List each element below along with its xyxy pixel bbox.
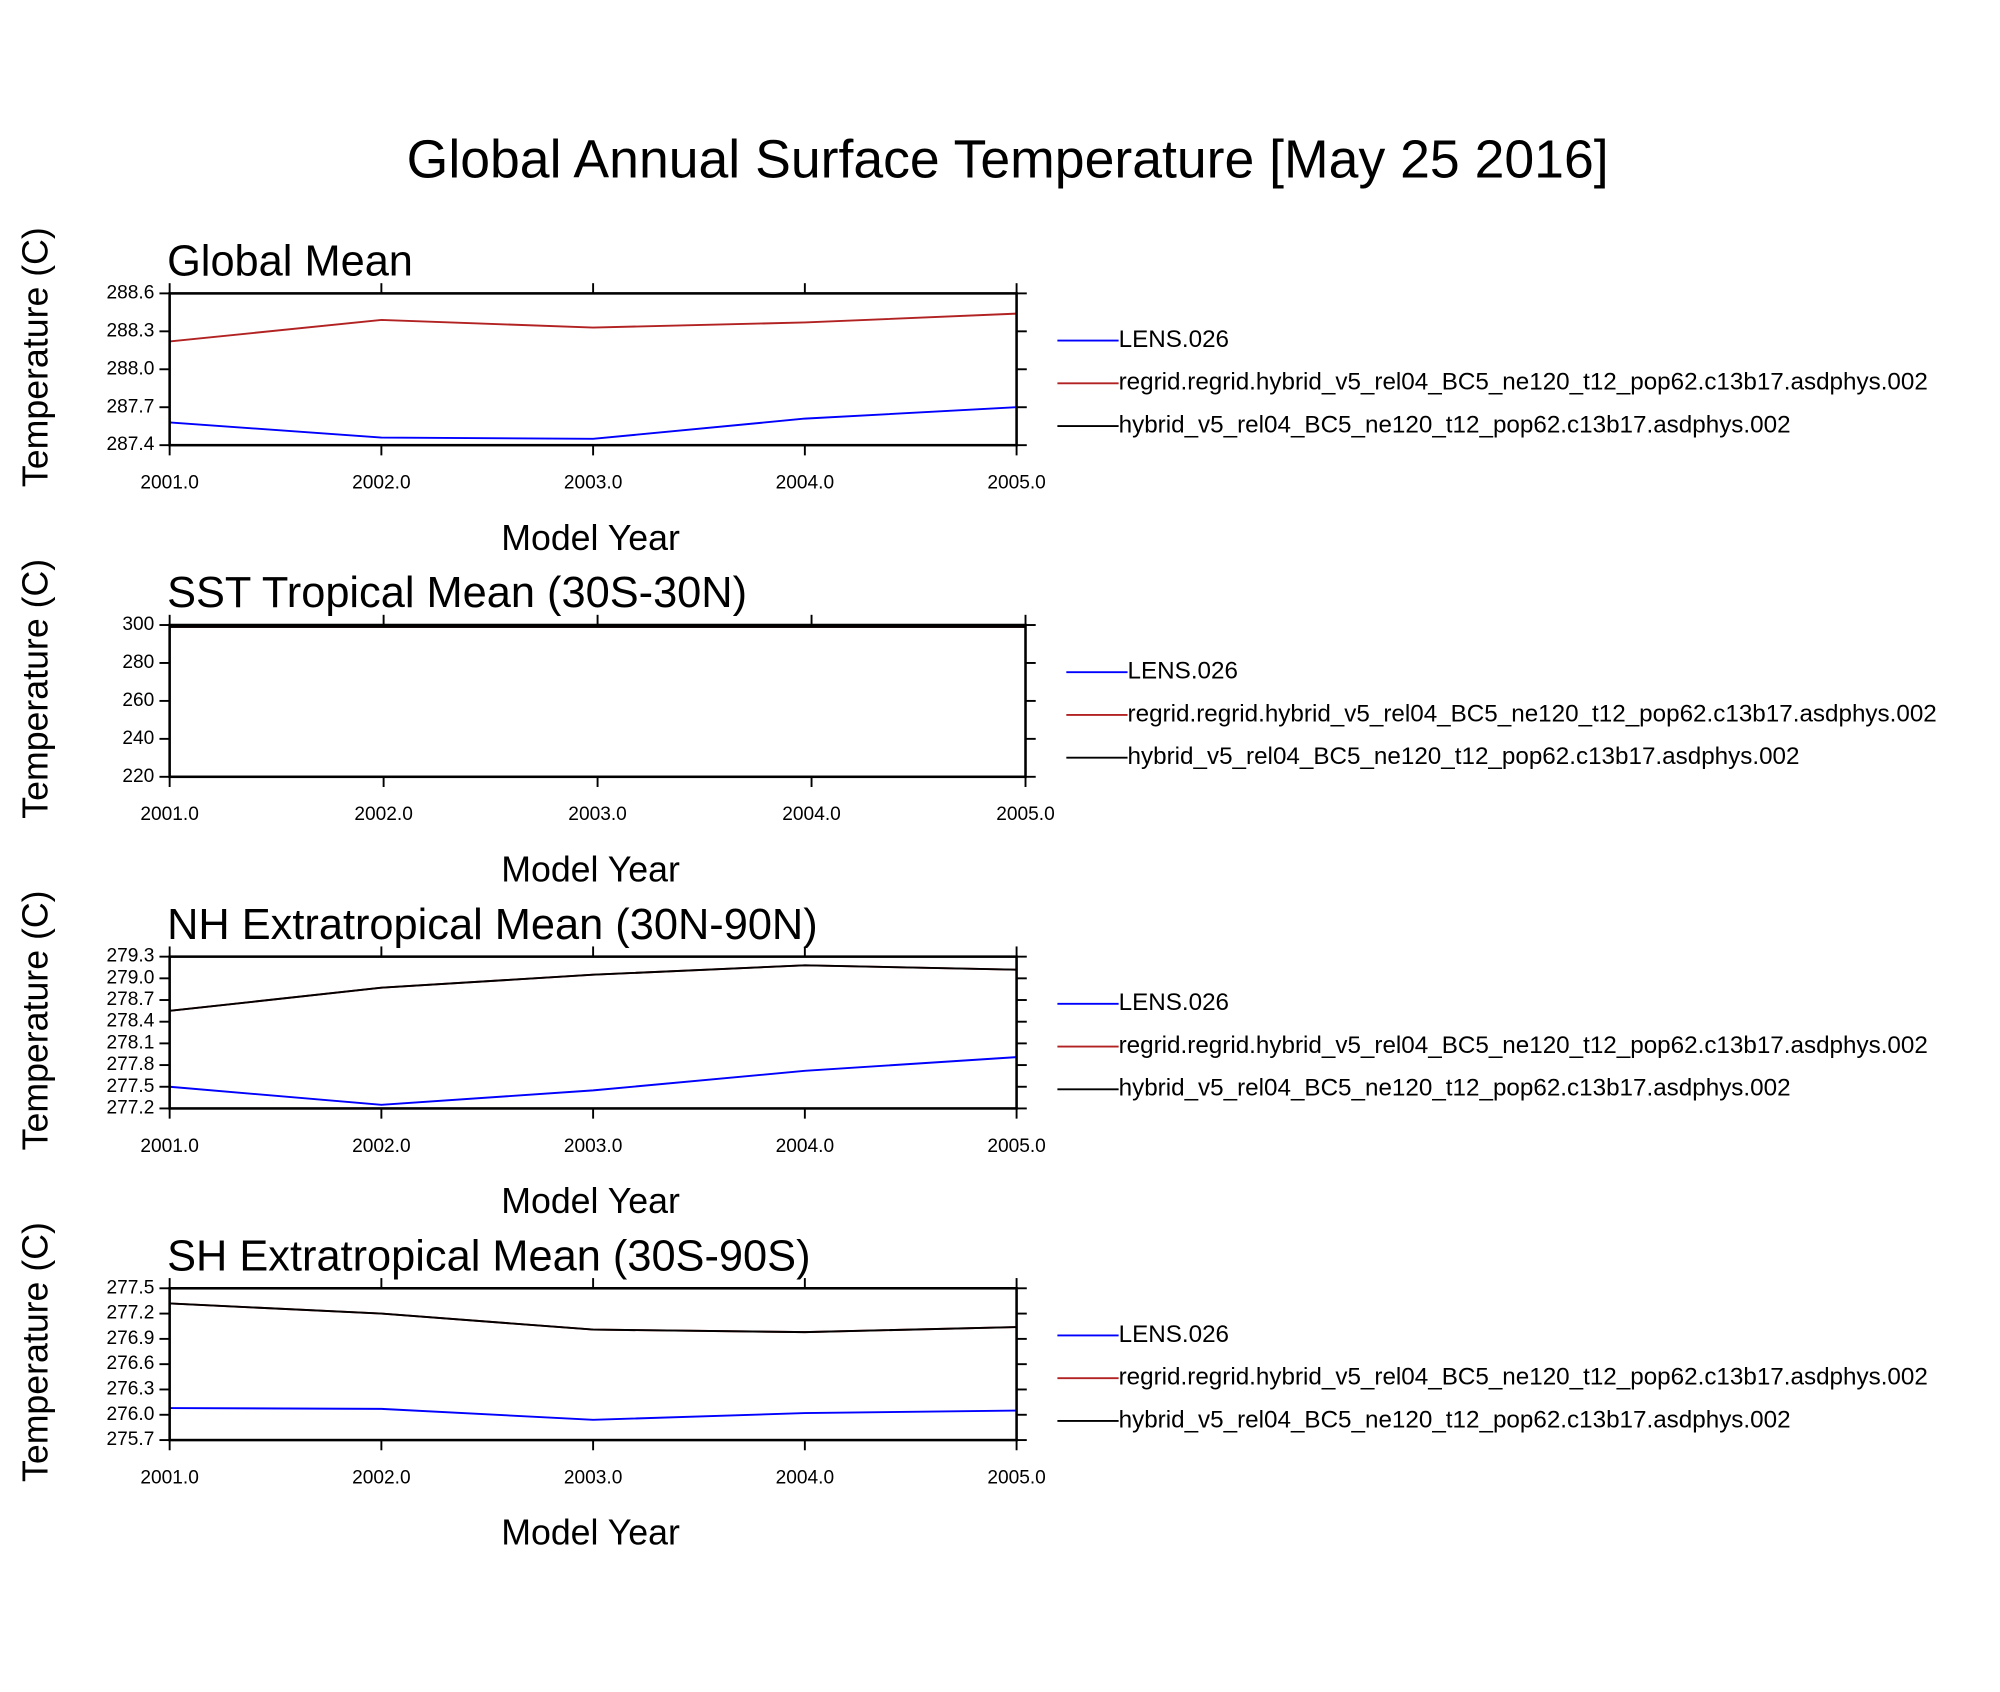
series-line [169,1302,1017,1334]
y-axis-label: Temperature (C) [16,1222,56,1482]
x-tick-label: 2001.0 [140,1467,199,1488]
x-tick-label: 2005.0 [987,1136,1046,1157]
x-tick-label: 2001.0 [140,1136,199,1157]
y-tick-label: 279.3 [106,946,154,967]
y-tick-label: 277.2 [106,1097,154,1118]
x-tick-label: 2003.0 [568,804,627,825]
x-axis-label: Model Year [501,1181,680,1221]
y-tick-label: 260 [122,690,154,711]
panel: NH Extratropical Mean (30N-90N) Temperatu… [16,890,1928,1221]
series-line [169,1302,1017,1334]
y-tick-label: 276.6 [106,1353,154,1374]
legend-label: hybrid_v5_rel04_BC5_ne120_t12_pop62.c13b… [1128,743,1800,770]
plot-frame [168,1287,1018,1442]
y-axis-label: Temperature (C) [16,559,56,819]
y-tick-label: 276.9 [106,1328,154,1349]
y-axis-label: Temperature (C) [16,227,56,487]
series-line [169,1056,1017,1106]
legend-label: regrid.regrid.hybrid_v5_rel04_BC5_ne120_… [1119,1364,1928,1391]
y-tick-label: 277.8 [106,1054,154,1075]
x-tick-label: 2005.0 [987,473,1046,494]
x-tick-label: 2004.0 [776,1136,835,1157]
legend-label: hybrid_v5_rel04_BC5_ne120_t12_pop62.c13b… [1119,411,1791,438]
panel-title: NH Extratropical Mean (30N-90N) [167,901,818,949]
y-tick-label: 276.0 [106,1404,154,1425]
y-tick-label: 287.4 [106,434,154,455]
y-tick-label: 300 [122,614,154,635]
y-tick-label: 278.1 [106,1032,154,1053]
y-tick-label: 276.3 [106,1379,154,1400]
panel-title: Global Mean [167,238,413,286]
series-line [169,406,1017,440]
y-tick-label: 220 [122,766,154,787]
y-tick-label: 278.4 [106,1011,154,1032]
legend-label: hybrid_v5_rel04_BC5_ne120_t12_pop62.c13b… [1119,1075,1791,1102]
x-tick-label: 2005.0 [996,804,1055,825]
y-axis-label: Temperature (C) [16,890,56,1150]
y-tick-label: 287.7 [106,396,154,417]
figure-title: Global Annual Surface Temperature [May 2… [407,130,1609,189]
x-tick-label: 2002.0 [352,1136,411,1157]
y-tick-label: 277.5 [106,1076,154,1097]
legend-label: regrid.regrid.hybrid_v5_rel04_BC5_ne120_… [1119,369,1928,396]
x-tick-label: 2003.0 [564,1467,623,1488]
x-tick-label: 2002.0 [354,804,413,825]
x-tick-label: 2004.0 [776,1467,835,1488]
y-tick-label: 278.7 [106,989,154,1010]
x-tick-label: 2001.0 [140,804,199,825]
series-line [169,964,1017,1012]
x-tick-label: 2004.0 [776,473,835,494]
series-line [169,1407,1017,1421]
legend-label: LENS.026 [1119,326,1229,353]
panel: SST Tropical Mean (30S-30N) Temperature (… [16,559,1937,890]
y-tick-label: 288.3 [106,320,154,341]
x-tick-label: 2004.0 [782,804,841,825]
panel-title: SST Tropical Mean (30S-30N) [167,569,747,617]
x-tick-label: 2003.0 [564,1136,623,1157]
panel-title: SH Extratropical Mean (30S-90S) [167,1232,810,1280]
legend-label: regrid.regrid.hybrid_v5_rel04_BC5_ne120_… [1128,700,1937,727]
x-tick-label: 2002.0 [352,1467,411,1488]
legend-label: LENS.026 [1128,658,1238,685]
x-axis-label: Model Year [501,518,680,558]
series-line [169,312,1017,343]
y-tick-label: 275.7 [106,1429,154,1450]
y-tick-label: 280 [122,652,154,673]
y-tick-label: 279.0 [106,967,154,988]
panel: SH Extratropical Mean (30S-90S) Temperatu… [16,1222,1928,1553]
legend-label: LENS.026 [1119,1321,1229,1348]
x-axis-label: Model Year [501,1513,680,1553]
x-tick-label: 2003.0 [564,473,623,494]
y-tick-label: 277.5 [106,1277,154,1298]
series-line [169,964,1017,1012]
y-tick-label: 288.0 [106,358,154,379]
legend-label: regrid.regrid.hybrid_v5_rel04_BC5_ne120_… [1119,1032,1928,1059]
x-tick-label: 2002.0 [352,473,411,494]
panel: Global Mean Temperature (C) Model Year 287.… [16,227,1928,558]
x-axis-label: Model Year [501,849,680,889]
plot-frame [168,623,1027,779]
plot-frame [168,955,1018,1110]
y-tick-label: 240 [122,728,154,749]
x-tick-label: 2005.0 [987,1467,1046,1488]
y-tick-label: 277.2 [106,1303,154,1324]
plot-frame [168,292,1018,447]
legend-label: hybrid_v5_rel04_BC5_ne120_t12_pop62.c13b… [1119,1406,1791,1433]
legend-label: LENS.026 [1119,989,1229,1016]
x-tick-label: 2001.0 [140,473,199,494]
y-tick-label: 288.6 [106,282,154,303]
